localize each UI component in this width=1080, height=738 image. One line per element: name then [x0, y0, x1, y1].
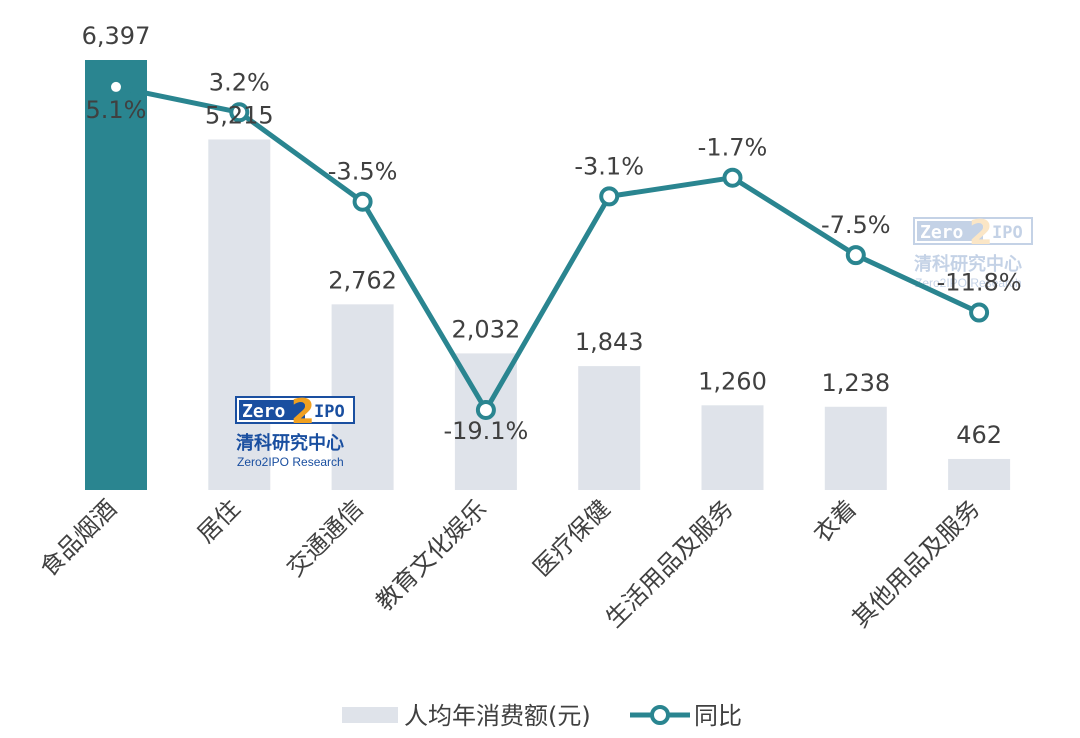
- category-label: 其他用品及服务: [847, 494, 986, 633]
- bar-value-label: 6,397: [82, 22, 151, 50]
- logo-digit: 2: [291, 392, 315, 432]
- line-marker: [722, 167, 743, 188]
- bar-value-label: 1,260: [698, 367, 767, 395]
- yoy-label: 3.2%: [209, 68, 270, 96]
- yoy-label: -1.7%: [698, 134, 768, 162]
- bar-value-label: 5,215: [205, 101, 274, 129]
- legend-bar-swatch: [342, 707, 398, 723]
- yoy-label: -7.5%: [821, 211, 891, 239]
- line-marker: [845, 245, 866, 266]
- logo-fill: [239, 400, 305, 420]
- category-label: 交通通信: [281, 494, 369, 582]
- line-marker: [475, 399, 496, 420]
- bar-value-label: 462: [956, 421, 1002, 449]
- logo-digit: 2: [969, 213, 993, 253]
- legend: 人均年消费额(元) 同比: [342, 702, 742, 730]
- yoy-label: -3.5%: [328, 158, 398, 186]
- line-marker: [969, 302, 990, 323]
- logo-box: [913, 217, 1033, 245]
- bar-4: [578, 366, 641, 490]
- logo-cn: 清科研究中心: [236, 432, 344, 454]
- data-labels: 6,397 5,215 2,762 2,032 1,843 1,260 1,238 462 5.…: [82, 22, 1022, 449]
- line-marker: [229, 102, 250, 123]
- bar-value-label: 1,843: [575, 328, 644, 356]
- bar-7: [948, 458, 1011, 490]
- legend-line-marker: [650, 705, 670, 725]
- category-label: 居住: [192, 494, 246, 548]
- line-marker: [599, 186, 620, 207]
- logo-fill: [917, 221, 983, 241]
- line-marker: [352, 191, 373, 212]
- bar-value-label: 1,238: [821, 369, 890, 397]
- yoy-label: -3.1%: [574, 152, 644, 180]
- category-label: 医疗保健: [528, 494, 616, 582]
- logo-en: Zero2IPO Research: [915, 276, 1022, 290]
- legend-bar-label: 人均年消费额(元): [404, 702, 591, 730]
- logo-cn: 清科研究中心: [914, 253, 1022, 275]
- line-marker: [111, 81, 121, 92]
- category-label: 教育文化娱乐: [371, 494, 493, 616]
- yoy-line: [111, 81, 990, 420]
- logo-en: Zero2IPO Research: [237, 455, 344, 469]
- yoy-label: -19.1%: [443, 417, 528, 445]
- yoy-label: -11.8%: [937, 269, 1022, 297]
- logo-text: IPO: [992, 223, 1023, 243]
- logo-text: IPO: [314, 402, 345, 422]
- category-label: 生活用品及服务: [600, 494, 739, 633]
- category-label: 食品烟酒: [35, 494, 123, 582]
- category-label: 衣着: [808, 494, 862, 548]
- yoy-line-path: [115, 84, 981, 413]
- legend-line-label: 同比: [694, 702, 742, 730]
- bar-1: [208, 139, 271, 490]
- yoy-label: 5.1%: [86, 96, 147, 124]
- logo-text: Zero: [920, 222, 963, 243]
- bar-value-label: 2,032: [452, 315, 521, 343]
- bar-value-label: 2,762: [328, 266, 397, 294]
- bar-0: [85, 60, 147, 490]
- logo-text: Zero: [242, 401, 285, 422]
- bar-6: [824, 406, 887, 490]
- bar-5: [701, 405, 764, 490]
